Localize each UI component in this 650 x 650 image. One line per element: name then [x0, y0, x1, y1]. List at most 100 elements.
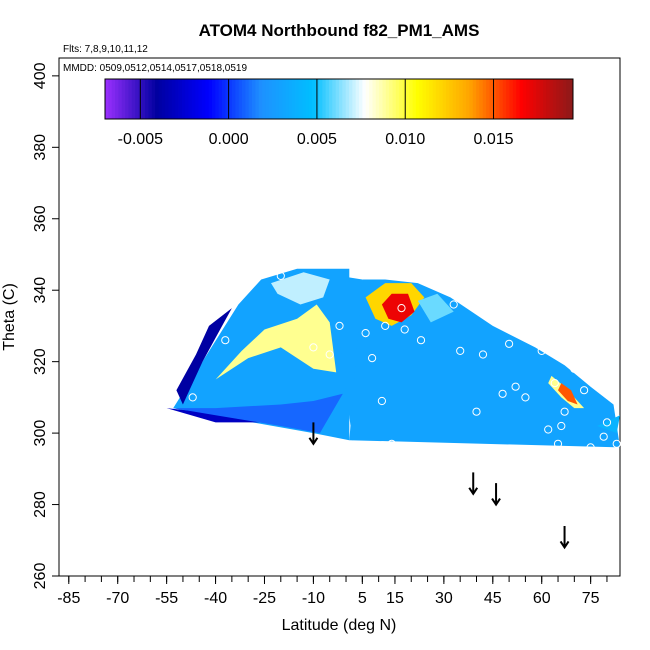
- colorbar-swatch: [345, 79, 350, 119]
- colorbar-swatch: [292, 79, 296, 119]
- colorbar-swatch: [111, 79, 116, 119]
- colorbar-swatch: [482, 79, 487, 119]
- x-tick-label: -55: [155, 590, 178, 607]
- colorbar-swatch: [228, 79, 233, 119]
- colorbar-swatch: [449, 79, 454, 119]
- sample-point: [602, 418, 612, 427]
- colorbar-swatch: [252, 79, 256, 119]
- colorbar-swatch: [268, 79, 273, 119]
- colorbar-swatch: [499, 79, 504, 119]
- colorbar-swatch: [489, 79, 494, 119]
- colorbar-swatch: [516, 79, 520, 119]
- x-tick-label: 5: [358, 590, 367, 607]
- sample-point: [335, 321, 344, 330]
- colorbar-swatch: [462, 79, 467, 119]
- colorbar-swatch: [272, 79, 276, 119]
- colorbar-swatch: [385, 79, 390, 119]
- colorbar-swatch: [155, 79, 159, 119]
- y-tick-label: 340: [32, 277, 49, 304]
- sample-points: [188, 261, 621, 452]
- colorbar-swatch: [422, 79, 427, 119]
- colorbar-swatch: [569, 79, 574, 119]
- x-tick-label: -70: [106, 590, 129, 607]
- sample-point: [368, 354, 377, 363]
- colorbar-swatch: [442, 79, 447, 119]
- colorbar-swatch: [399, 79, 403, 119]
- sample-point: [456, 346, 465, 355]
- colorbar-swatch: [379, 79, 383, 119]
- colorbar-swatch: [425, 79, 430, 119]
- colorbar-swatch: [312, 79, 316, 119]
- colorbar-swatch: [322, 79, 327, 119]
- colorbar-swatch: [512, 79, 517, 119]
- field-region: [558, 383, 578, 405]
- colorbar-swatch: [288, 79, 293, 119]
- sample-point: [377, 396, 386, 406]
- y-axis-label: Theta (C): [1, 283, 18, 351]
- colorbar-swatch: [412, 79, 417, 119]
- colorbar-swatch: [369, 79, 373, 119]
- colorbar-swatch: [145, 79, 149, 119]
- colorbar-swatch: [332, 79, 337, 119]
- sample-point: [553, 439, 563, 448]
- colorbar-swatch: [352, 79, 357, 119]
- colorbar-swatch: [171, 79, 176, 119]
- arrows: [308, 422, 570, 550]
- y-tick-label: 320: [32, 348, 49, 375]
- colorbar-swatch: [115, 79, 119, 119]
- colorbar-swatch: [222, 79, 226, 119]
- colorbar-swatch: [472, 79, 477, 119]
- colorbar-swatch: [506, 79, 510, 119]
- sample-point: [221, 336, 230, 345]
- colorbar-swatch: [232, 79, 236, 119]
- colorbar-swatch: [262, 79, 266, 119]
- plot-frame: [58, 57, 621, 577]
- flights-label: Flts: 7,8,9,10,11,12: [63, 44, 148, 55]
- colorbar-swatch: [415, 79, 420, 119]
- colorbar-swatch: [372, 79, 377, 119]
- sample-point: [400, 325, 409, 334]
- colorbar-swatch: [131, 79, 136, 119]
- sample-point: [498, 389, 507, 398]
- colorbar-swatch: [195, 79, 199, 119]
- colorbar-swatch: [235, 79, 240, 119]
- sample-point: [560, 407, 569, 416]
- colorbar-tick-label: 0.005: [297, 131, 337, 148]
- colorbar-swatch: [215, 79, 220, 119]
- colorbar-swatch: [308, 79, 313, 119]
- colorbar-swatch: [318, 79, 323, 119]
- colorbar-swatch: [135, 79, 139, 119]
- sample-point: [416, 336, 426, 345]
- y-tick-label: 360: [32, 205, 49, 232]
- colorbar-swatch: [275, 79, 280, 119]
- x-axis: -85 -70 -55 -40 -25 -10 5 15 30 45 60 75: [57, 576, 608, 607]
- field-region: [417, 293, 454, 323]
- colorbar-swatch: [265, 79, 270, 119]
- arrow-head: [308, 437, 319, 446]
- colorbar-swatch: [205, 79, 210, 119]
- colorbar-swatch: [178, 79, 183, 119]
- field-region: [173, 268, 350, 441]
- colorbar-swatch: [402, 79, 407, 119]
- colorbar-swatch: [108, 79, 113, 119]
- colorbar-tick-label: -0.005: [118, 131, 163, 148]
- colorbar-swatch: [459, 79, 464, 119]
- colorbar-tick-label: 0.015: [474, 131, 514, 148]
- colorbar-swatch: [188, 79, 193, 119]
- colorbar-swatch: [486, 79, 490, 119]
- colorbar-swatch: [128, 79, 133, 119]
- sample-point: [325, 350, 334, 359]
- colorbar-swatch: [208, 79, 213, 119]
- colorbar-swatch: [556, 79, 561, 119]
- sample-point: [557, 421, 566, 431]
- colorbar-swatch: [148, 79, 153, 119]
- colorbar-swatch: [382, 79, 387, 119]
- colorbar-swatch: [201, 79, 206, 119]
- colorbar-swatch: [362, 79, 367, 119]
- colorbar-swatch: [439, 79, 444, 119]
- y-tick-label: 280: [32, 491, 49, 518]
- field-region: [215, 304, 337, 380]
- colorbar-swatch: [185, 79, 189, 119]
- colorbar-swatch: [542, 79, 547, 119]
